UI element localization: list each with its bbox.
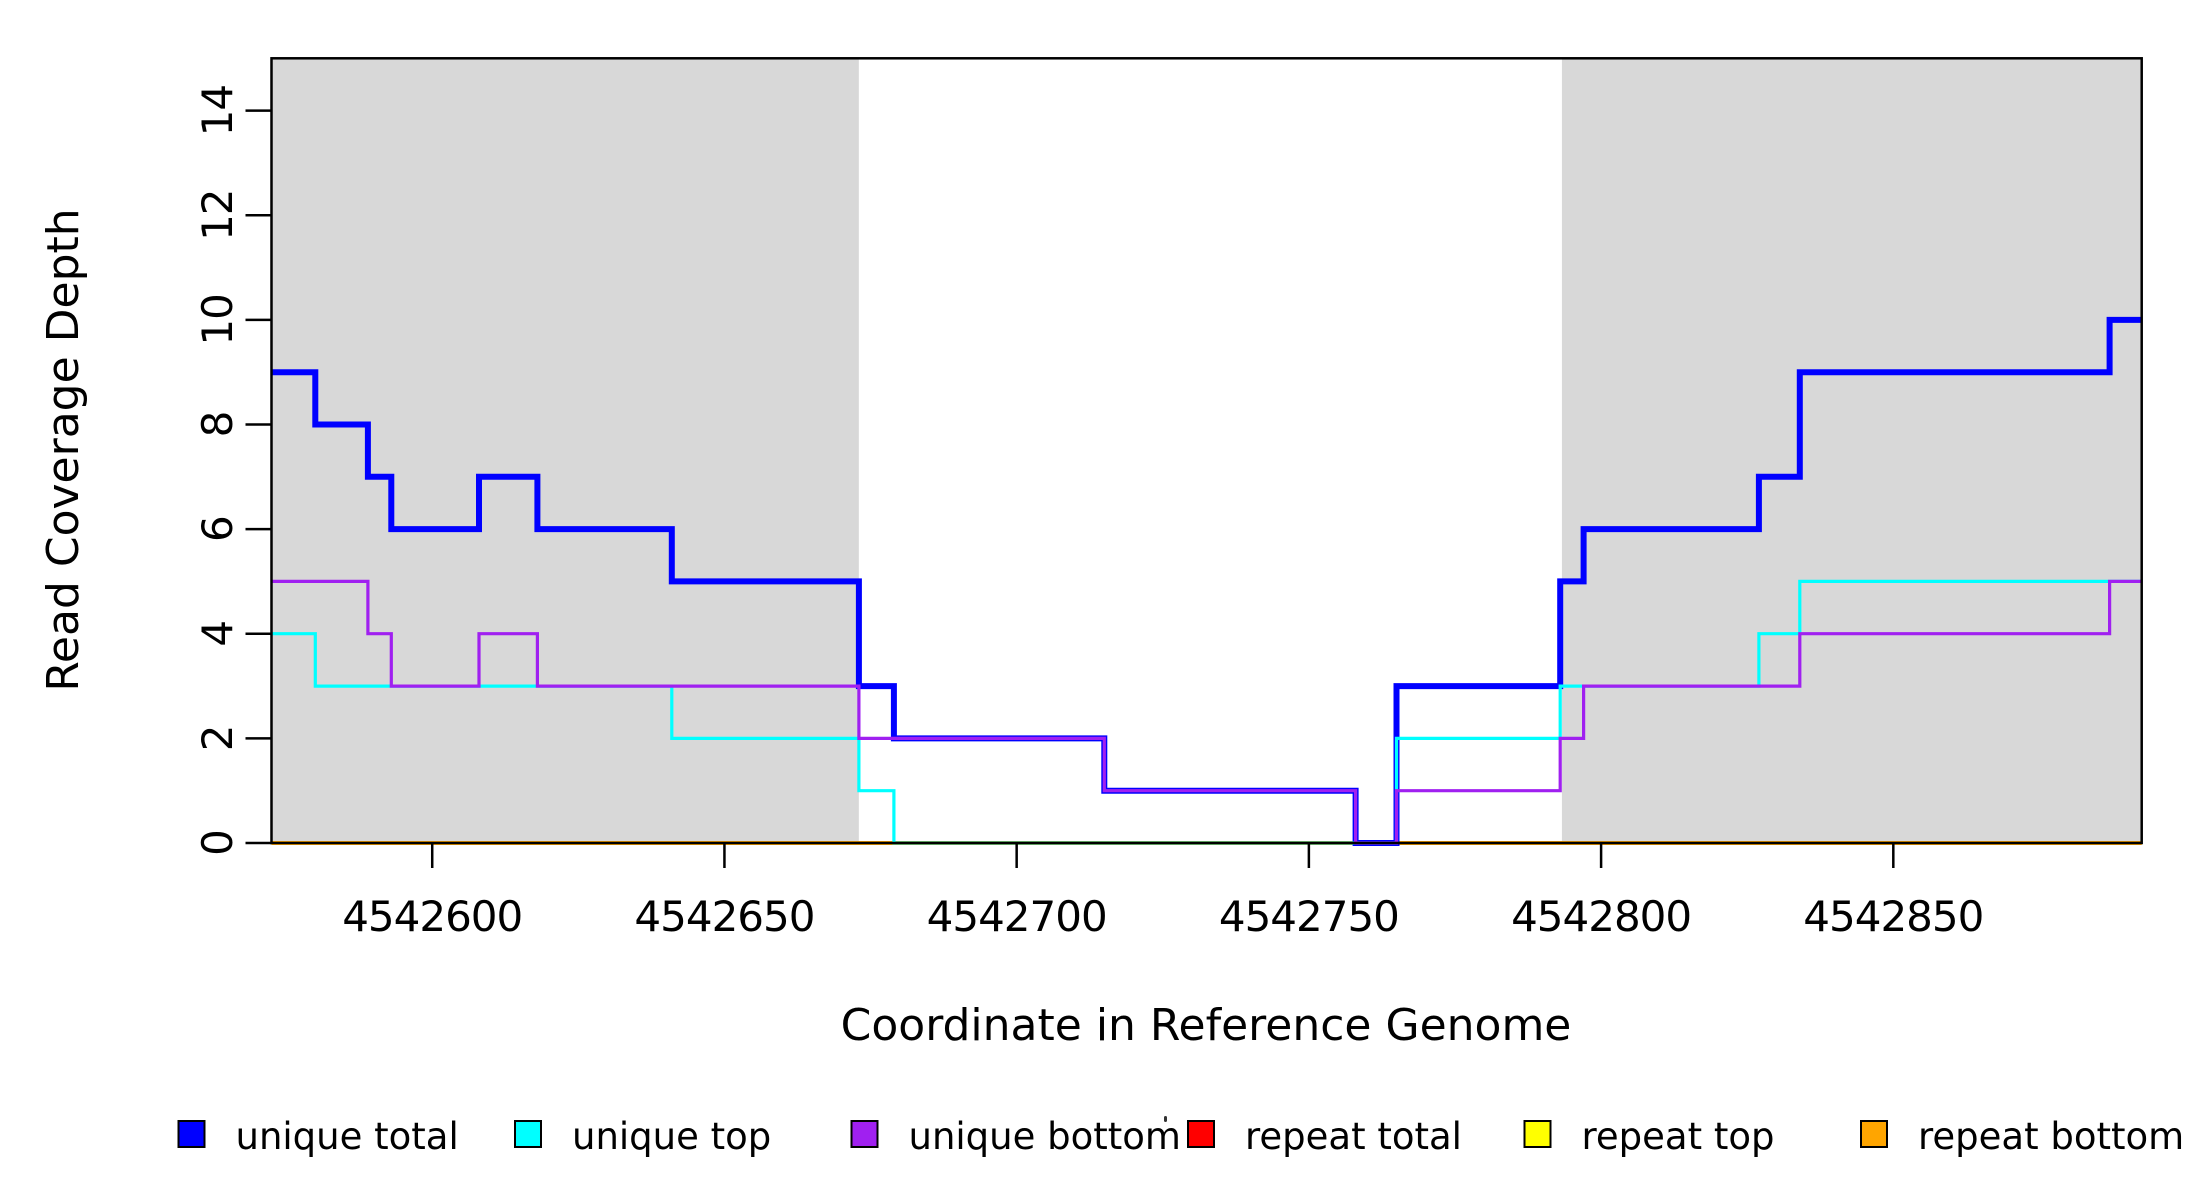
y-tick-label: 0 bbox=[193, 830, 242, 856]
shaded-regions bbox=[271, 58, 2142, 844]
legend-swatch bbox=[850, 1120, 879, 1148]
legend-item-repeat-bottom: repeat bottom bbox=[1860, 1115, 2184, 1158]
y-axis: 0 2 4 6 8 10 12 14 bbox=[193, 85, 272, 856]
legend-swatch bbox=[514, 1120, 542, 1148]
y-axis-title: Read Coverage Depth bbox=[38, 208, 89, 691]
legend-swatch bbox=[1523, 1120, 1552, 1148]
legend-label: repeat top bbox=[1582, 1115, 1775, 1158]
y-tick-label: 14 bbox=[193, 85, 242, 136]
x-tick-label: 4542600 bbox=[342, 892, 522, 941]
plot-border-box bbox=[270, 57, 2143, 845]
x-axis-title: Coordinate in Reference Genome bbox=[841, 1000, 1572, 1051]
legend-swatch bbox=[1187, 1120, 1215, 1148]
legend-label: repeat bottom bbox=[1918, 1115, 2184, 1158]
legend-label: unique bottom bbox=[909, 1115, 1181, 1158]
left-gray-band bbox=[271, 58, 859, 844]
right-gray-band bbox=[1561, 58, 2142, 844]
x-tick-label: 4542700 bbox=[927, 892, 1107, 941]
legend-item-unique-bottom: unique bottom bbox=[850, 1115, 1181, 1158]
y-tick-label: 8 bbox=[193, 412, 242, 438]
series-line-unique-bottom bbox=[271, 579, 2142, 845]
legend-item-unique-total: unique total bbox=[177, 1115, 459, 1158]
y-tick-label: 12 bbox=[193, 189, 242, 240]
speck-artifact bbox=[1164, 1116, 1167, 1122]
legend-item-repeat-total: repeat total bbox=[1187, 1115, 1462, 1158]
legend-item-unique-top: unique top bbox=[514, 1115, 771, 1158]
legend-label: unique total bbox=[236, 1115, 459, 1158]
x-tick-label: 4542800 bbox=[1511, 892, 1691, 941]
x-tick-label: 4542750 bbox=[1219, 892, 1399, 941]
y-tick-label: 2 bbox=[193, 726, 242, 752]
x-tick-label: 4542850 bbox=[1803, 892, 1983, 941]
legend-label: unique top bbox=[572, 1115, 771, 1158]
x-axis: 4542600 4542650 4542700 4542750 4542800 45428… bbox=[342, 843, 1984, 941]
legend-swatch bbox=[177, 1120, 206, 1148]
y-tick-label: 10 bbox=[193, 294, 242, 345]
legend-swatch bbox=[1860, 1120, 1888, 1148]
legend-item-repeat-top: repeat top bbox=[1523, 1115, 1775, 1158]
y-tick-label: 4 bbox=[193, 621, 242, 647]
legend-label: repeat total bbox=[1245, 1115, 1462, 1158]
legend: unique total unique top unique bottom repea… bbox=[177, 1115, 2184, 1158]
x-tick-label: 4542650 bbox=[634, 892, 814, 941]
y-tick-label: 6 bbox=[193, 516, 242, 542]
